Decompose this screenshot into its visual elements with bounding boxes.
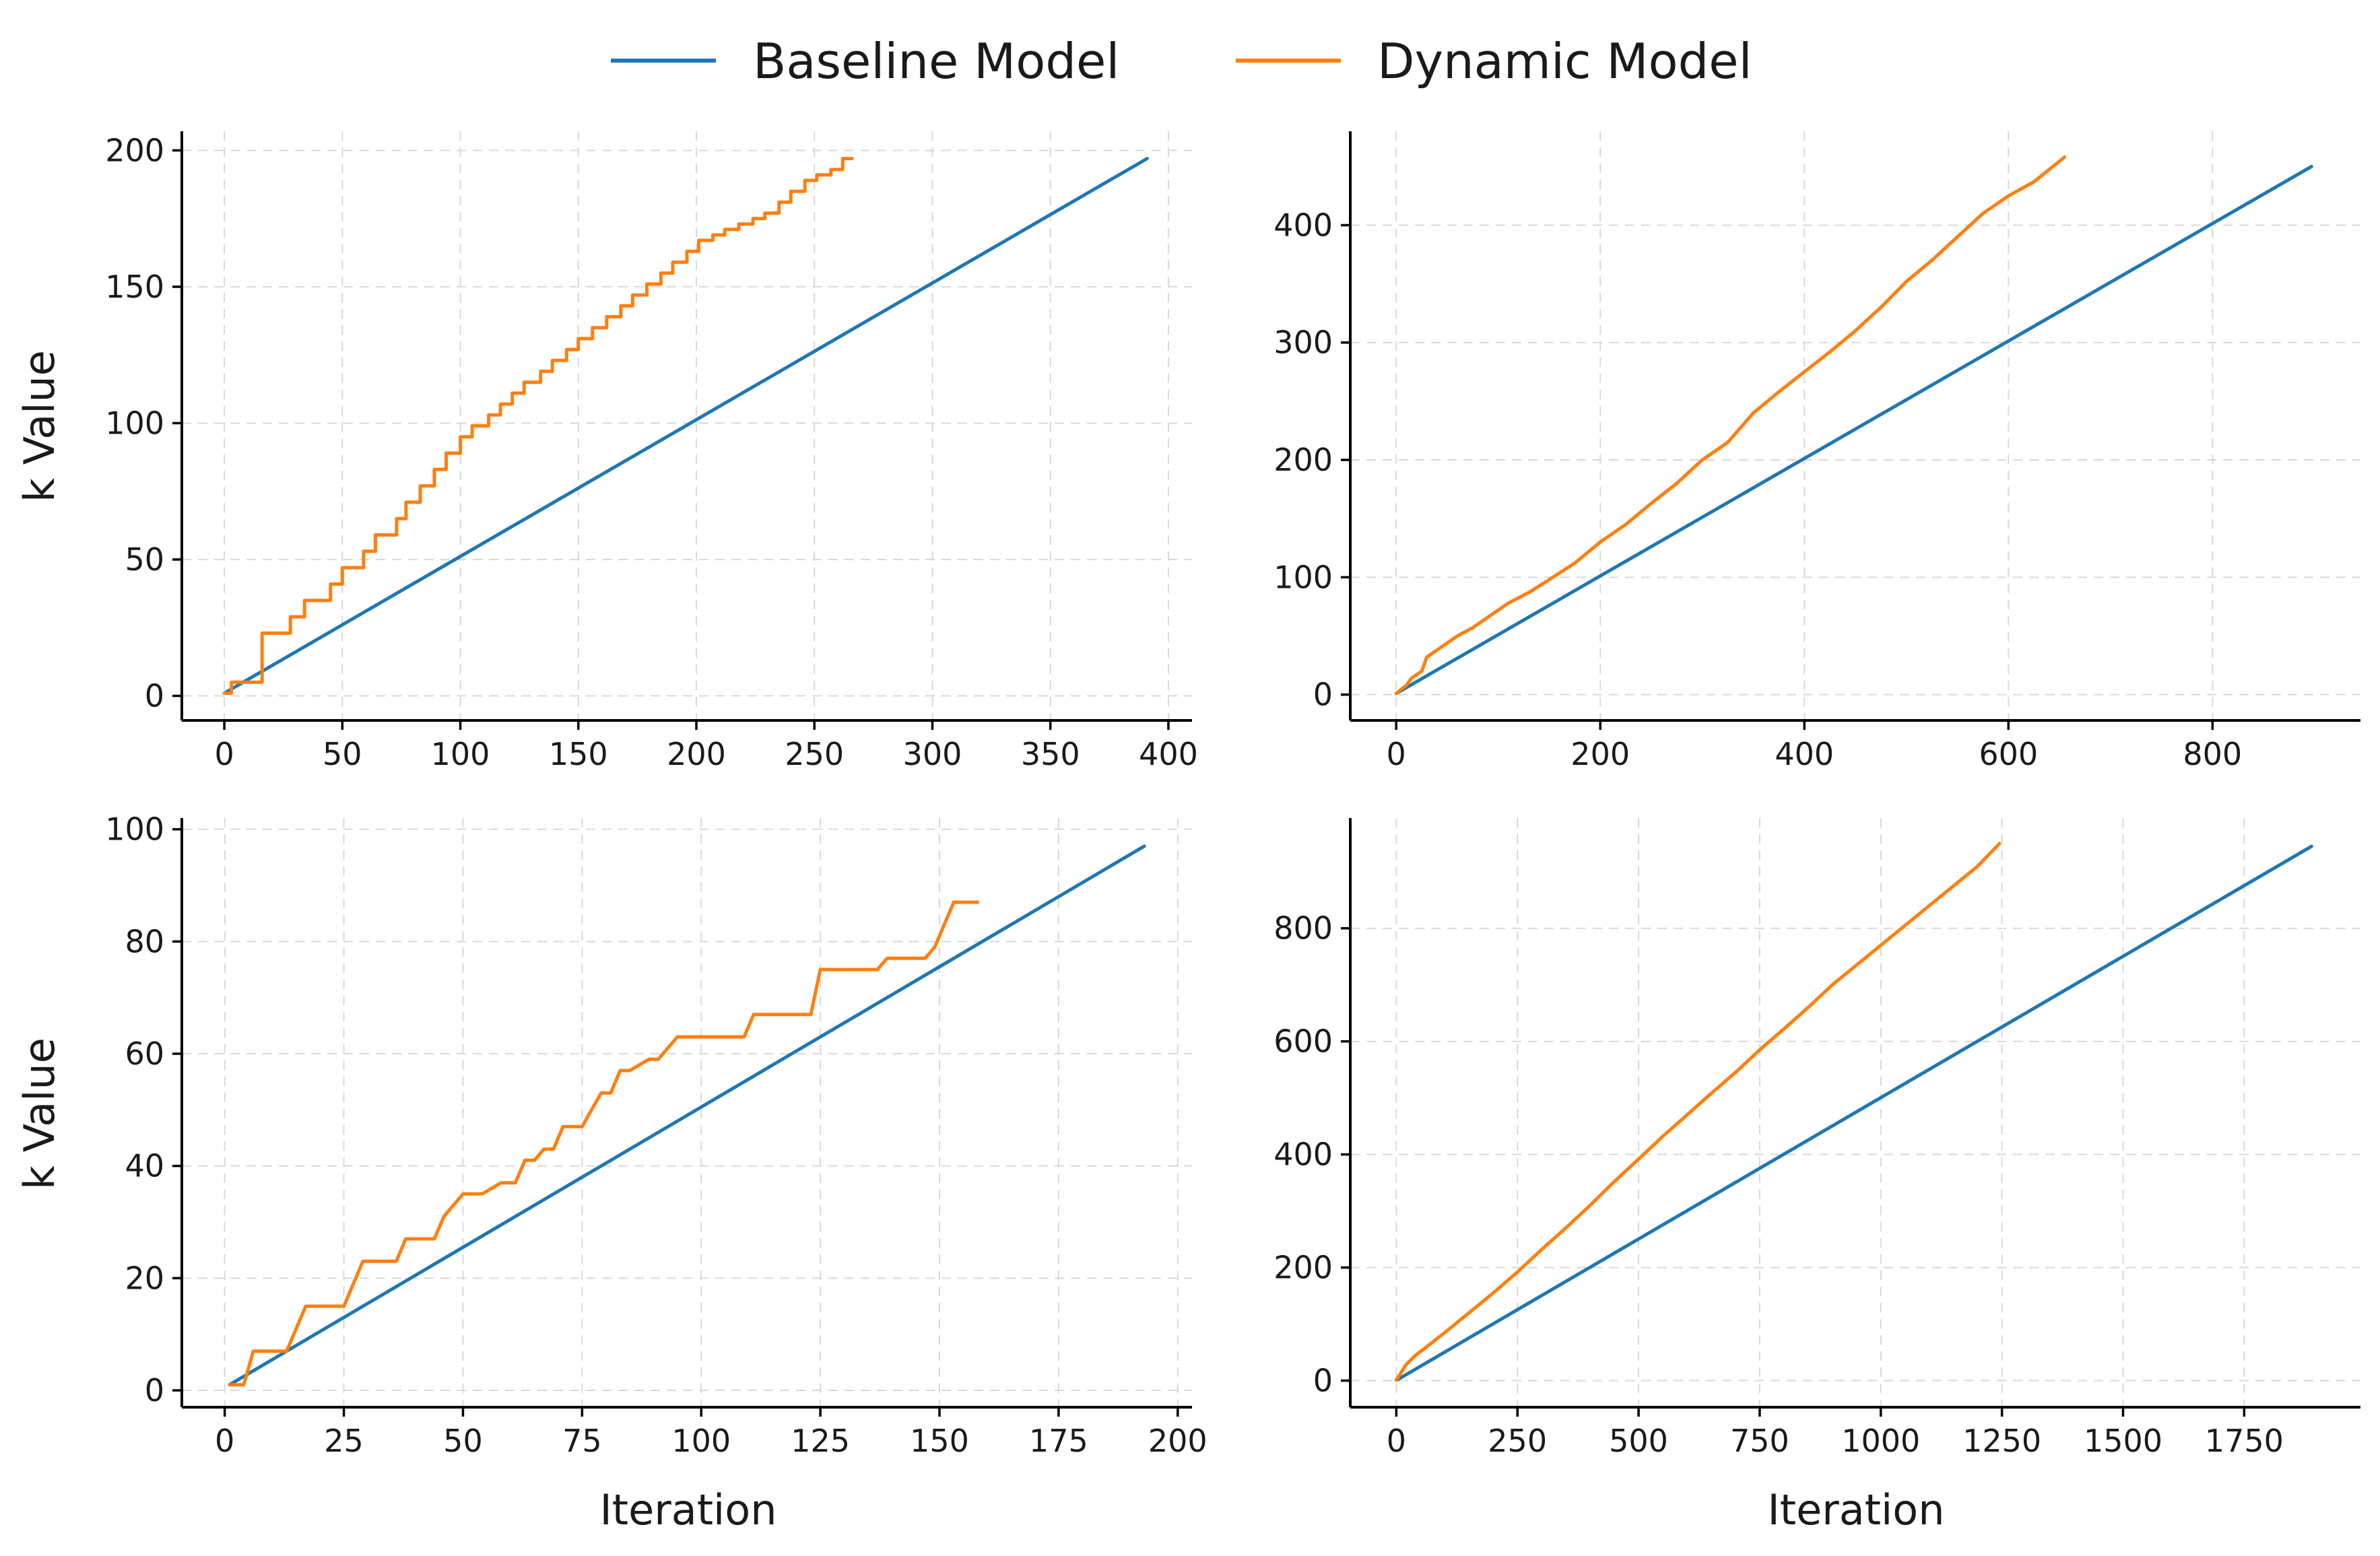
top-left-x-tick-label: 350	[1021, 736, 1080, 772]
bottom-left-y-tick-label: 40	[125, 1148, 164, 1184]
bottom-right-baseline-model-line	[1395, 844, 2313, 1382]
top-right-x-tick-label: 200	[1571, 736, 1630, 772]
top-right-baseline-model-line	[1394, 164, 2313, 696]
bottom-left-x-tick-label: 0	[215, 1423, 234, 1459]
bottom-right-x-tick-label: 0	[1387, 1423, 1406, 1459]
x-axis-label-right: Iteration	[1768, 1485, 1945, 1534]
bottom-right-x-tick-label: 1250	[1962, 1423, 2041, 1459]
top-left-x-tick-label: 300	[903, 736, 962, 772]
y-axis-label-bottom: k Value	[15, 1038, 64, 1190]
top-right-dynamic-model-line	[1394, 155, 2067, 696]
legend-label-dynamic: Dynamic Model	[1377, 33, 1752, 90]
bottom-right-x-tick-label: 1000	[1841, 1423, 1920, 1459]
top-left-y-tick-label: 100	[105, 405, 164, 441]
bottom-right-x-tick-label: 1500	[2084, 1423, 2162, 1459]
bottom-right-x-tick-label: 500	[1609, 1423, 1668, 1459]
bottom-left-x-tick-label: 100	[671, 1423, 731, 1459]
x-axis-label-left: Iteration	[600, 1485, 777, 1534]
bottom-right-y-tick-label: 600	[1274, 1023, 1333, 1060]
bottom-left-x-tick-label: 50	[443, 1423, 483, 1459]
top-left-y-tick-label: 50	[125, 541, 164, 578]
legend-label-baseline: Baseline Model	[753, 33, 1119, 90]
top-right-x-tick-label: 800	[2183, 736, 2242, 772]
bottom-left-y-tick-label: 0	[145, 1372, 164, 1409]
bottom-left-y-tick-label: 80	[125, 923, 164, 959]
y-axis-label-top: k Value	[15, 350, 64, 502]
top-right-x-tick-label: 600	[1979, 736, 2038, 772]
bottom-left-x-tick-label: 200	[1148, 1423, 1208, 1459]
bottom-right-y-tick-label: 800	[1274, 910, 1333, 947]
top-left-x-tick-label: 0	[214, 736, 234, 772]
top-left-x-tick-label: 400	[1139, 736, 1198, 772]
bottom-right-x-tick-label: 1750	[2205, 1423, 2284, 1459]
bottom-left-x-tick-label: 175	[1029, 1423, 1088, 1459]
subplot-top-left: 0 50 100 150 200 250 300 350 400 0 50 100 150 200	[105, 131, 1198, 772]
bottom-right-y-tick-label: 200	[1274, 1250, 1333, 1286]
subplot-bottom-right: 0 250 500 750 1000 1250 1500 1750 0 200 400 600 800	[1274, 818, 2360, 1459]
top-right-y-tick-label: 200	[1274, 442, 1333, 478]
bottom-left-x-tick-label: 25	[324, 1423, 364, 1459]
top-left-dynamic-model-line	[222, 157, 854, 695]
subplot-bottom-left: 0 25 50 75 100 125 150 175 200 0 20 40 60 80 100	[105, 811, 1207, 1459]
top-left-x-tick-label: 200	[667, 736, 726, 772]
bottom-right-y-tick-label: 0	[1313, 1363, 1333, 1399]
top-right-y-tick-label: 300	[1274, 325, 1333, 361]
top-right-y-tick-label: 400	[1274, 207, 1333, 243]
bottom-left-x-tick-label: 125	[791, 1423, 850, 1459]
bottom-left-dynamic-model-line	[228, 900, 980, 1387]
bottom-right-dynamic-model-line	[1394, 842, 2002, 1382]
bottom-left-y-tick-label: 20	[125, 1260, 164, 1296]
subplot-top-right: 0 200 400 600 800 0 100 200 300 400	[1274, 131, 2360, 772]
bottom-left-x-tick-label: 75	[562, 1423, 602, 1459]
bottom-right-x-tick-label: 750	[1730, 1423, 1789, 1459]
top-right-y-tick-label: 100	[1274, 559, 1333, 595]
top-left-baseline-model-line	[222, 157, 1149, 695]
top-left-x-tick-label: 250	[785, 736, 844, 772]
top-right-y-tick-label: 0	[1313, 677, 1333, 713]
bottom-left-x-tick-label: 150	[910, 1423, 969, 1459]
legend: Baseline Model Dynamic Model	[611, 33, 1752, 90]
top-left-y-tick-label: 200	[105, 132, 164, 168]
top-left-y-tick-label: 150	[105, 269, 164, 305]
top-left-x-tick-label: 100	[431, 736, 490, 772]
bottom-left-y-tick-label: 60	[125, 1036, 164, 1072]
top-right-x-tick-label: 400	[1775, 736, 1834, 772]
bottom-left-baseline-model-line	[228, 844, 1146, 1387]
bottom-left-y-tick-label: 100	[105, 811, 164, 848]
bottom-right-y-tick-label: 400	[1274, 1137, 1333, 1173]
top-left-y-tick-label: 0	[145, 678, 164, 714]
bottom-right-x-tick-label: 250	[1488, 1423, 1547, 1459]
top-left-x-tick-label: 50	[323, 736, 362, 772]
top-left-x-tick-label: 150	[549, 736, 608, 772]
top-right-x-tick-label: 0	[1387, 736, 1406, 772]
